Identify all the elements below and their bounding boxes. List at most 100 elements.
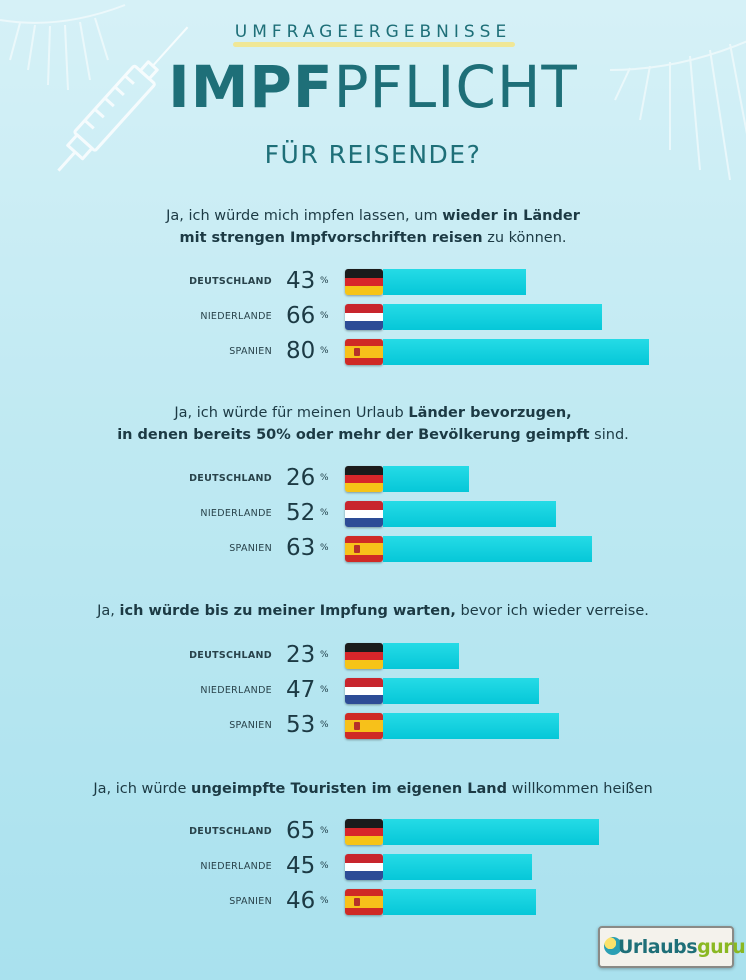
value-label: 66 — [286, 303, 316, 329]
flag-es-icon — [345, 536, 383, 562]
kicker: UMFRAGEERGEBNISSE — [234, 22, 512, 42]
question-segment: Länder bevorzugen, — [408, 405, 572, 421]
bar — [383, 819, 599, 845]
question-segment: Ja, ich würde für meinen Urlaub — [174, 405, 409, 421]
value-label: 47 — [286, 677, 316, 703]
question-segment: ich würde bis zu meiner Impfung warten, — [119, 603, 456, 619]
percent-sign: % — [320, 650, 329, 660]
value-label: 53 — [286, 712, 316, 738]
value-label: 63 — [286, 535, 316, 561]
bar — [383, 339, 649, 365]
bar-row: SPANIEN 80% — [0, 338, 746, 366]
page-subtitle: FÜR REISENDE? — [264, 140, 482, 169]
country-label: DEUTSCHLAND — [189, 473, 272, 484]
value-label: 52 — [286, 500, 316, 526]
bar-row: SPANIEN 46% — [0, 888, 746, 916]
question-segment: zu können. — [482, 230, 567, 246]
question-segment: bevor ich wieder verreise. — [455, 603, 649, 619]
question-text: Ja, ich würde bis zu meiner Impfung wart… — [60, 600, 686, 622]
title-rest: PFLICHT — [333, 53, 578, 121]
country-label: SPANIEN — [229, 543, 272, 554]
question-segment: Ja, ich würde mich impfen lassen, um — [166, 208, 443, 224]
bar-row: NIEDERLANDE 47% — [0, 677, 746, 705]
page-title: IMPFPFLICHT — [0, 52, 746, 122]
value-label: 43 — [286, 268, 316, 294]
flag-nl-icon — [345, 304, 383, 330]
bar-row: NIEDERLANDE 66% — [0, 303, 746, 331]
flag-de-icon — [345, 269, 383, 295]
question-segment: ungeimpfte Touristen im eigenen Land — [191, 781, 507, 797]
percent-sign: % — [320, 473, 329, 483]
question-segment: willkommen heißen — [506, 781, 653, 797]
country-label: DEUTSCHLAND — [189, 650, 272, 661]
percent-sign: % — [320, 896, 329, 906]
country-label: SPANIEN — [229, 346, 272, 357]
country-label: NIEDERLANDE — [200, 685, 272, 696]
value-label: 65 — [286, 818, 316, 844]
bar-row: SPANIEN 53% — [0, 712, 746, 740]
percent-sign: % — [320, 311, 329, 321]
percent-sign: % — [320, 720, 329, 730]
question-segment: Ja, ich würde — [93, 781, 191, 797]
question-text: Ja, ich würde für meinen Urlaub Länder b… — [60, 402, 686, 446]
question-segment: mit strengen Impfvorschriften reisen — [179, 230, 483, 246]
question-segment: Ja, — [97, 603, 120, 619]
flag-es-icon — [345, 339, 383, 365]
logo-ball-icon — [604, 937, 622, 955]
percent-sign: % — [320, 543, 329, 553]
logo-part2: guru — [697, 936, 746, 958]
country-label: DEUTSCHLAND — [189, 276, 272, 287]
flag-de-icon — [345, 466, 383, 492]
percent-sign: % — [320, 685, 329, 695]
percent-sign: % — [320, 346, 329, 356]
bar — [383, 304, 603, 330]
kicker-underline — [233, 42, 515, 47]
flag-es-icon — [345, 713, 383, 739]
bar-row: NIEDERLANDE 52% — [0, 500, 746, 528]
percent-sign: % — [320, 861, 329, 871]
flag-de-icon — [345, 643, 383, 669]
country-label: NIEDERLANDE — [200, 861, 272, 872]
logo-part1: Urlaubs — [618, 936, 698, 958]
bar — [383, 713, 559, 739]
bar-row: NIEDERLANDE 45% — [0, 853, 746, 881]
bar-row: DEUTSCHLAND 23% — [0, 642, 746, 670]
percent-sign: % — [320, 508, 329, 518]
flag-nl-icon — [345, 854, 383, 880]
country-label: NIEDERLANDE — [200, 311, 272, 322]
value-label: 80 — [286, 338, 316, 364]
logo: Urlaubsguru — [598, 926, 746, 968]
value-label: 26 — [286, 465, 316, 491]
flag-de-icon — [345, 819, 383, 845]
question-text: Ja, ich würde mich impfen lassen, um wie… — [60, 205, 686, 249]
logo-text: Urlaubsguru — [618, 936, 746, 958]
country-label: SPANIEN — [229, 896, 272, 907]
bar-row: SPANIEN 63% — [0, 535, 746, 563]
country-label: SPANIEN — [229, 720, 272, 731]
country-label: NIEDERLANDE — [200, 508, 272, 519]
bar — [383, 536, 593, 562]
question-segment: in denen bereits 50% oder mehr der Bevöl… — [117, 427, 590, 443]
bar-row: DEUTSCHLAND 26% — [0, 465, 746, 493]
value-label: 23 — [286, 642, 316, 668]
flag-es-icon — [345, 889, 383, 915]
bar-row: DEUTSCHLAND 65% — [0, 818, 746, 846]
bar — [383, 889, 536, 915]
bar — [383, 678, 540, 704]
bar — [383, 501, 556, 527]
question-segment: sind. — [589, 427, 629, 443]
question-text: Ja, ich würde ungeimpfte Touristen im ei… — [60, 778, 686, 800]
bar — [383, 269, 526, 295]
bar — [383, 643, 460, 669]
percent-sign: % — [320, 826, 329, 836]
flag-nl-icon — [345, 678, 383, 704]
bar — [383, 466, 470, 492]
bar — [383, 854, 533, 880]
value-label: 46 — [286, 888, 316, 914]
value-label: 45 — [286, 853, 316, 879]
percent-sign: % — [320, 276, 329, 286]
title-bold: IMPF — [168, 53, 334, 121]
question-segment: wieder in Länder — [442, 208, 580, 224]
bar-row: DEUTSCHLAND 43% — [0, 268, 746, 296]
country-label: DEUTSCHLAND — [189, 826, 272, 837]
